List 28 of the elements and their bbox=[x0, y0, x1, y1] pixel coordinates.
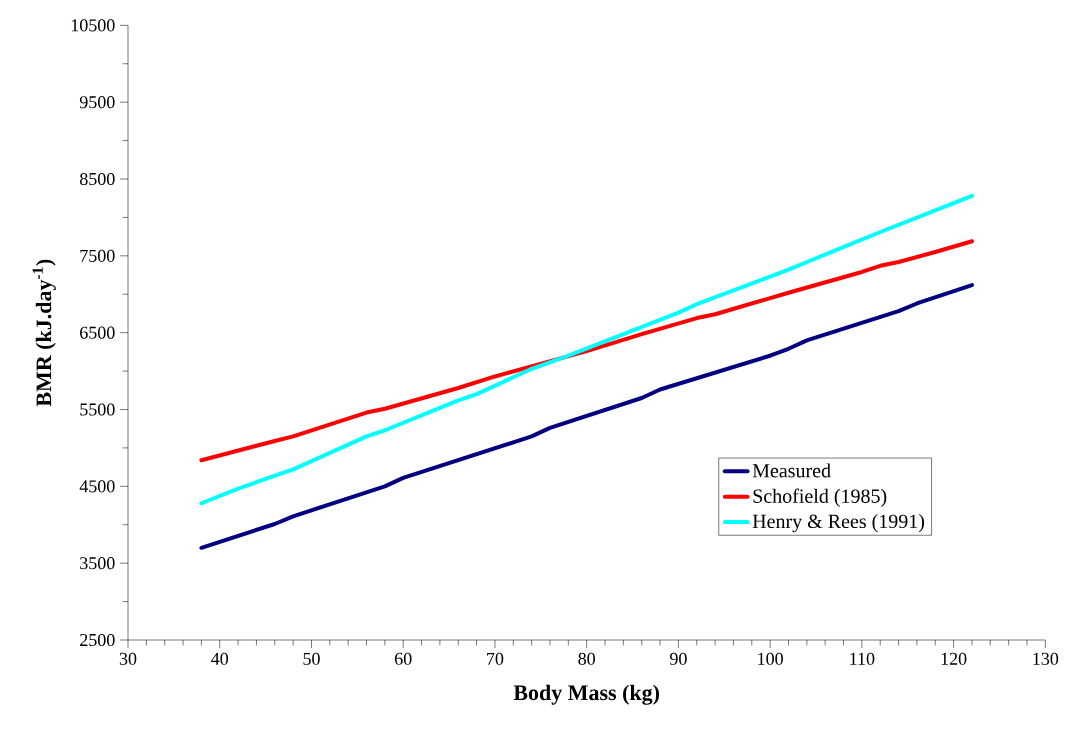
y-tick-label: 5500 bbox=[80, 403, 115, 416]
x-tick-label: 110 bbox=[850, 652, 875, 665]
line-series bbox=[199, 283, 974, 550]
line-series bbox=[199, 193, 974, 506]
x-axis-title: Body Mass (kg) bbox=[513, 684, 660, 705]
y-tick-label: 2500 bbox=[80, 633, 115, 647]
x-tick-label: 70 bbox=[487, 652, 504, 665]
y-tick-label: 4500 bbox=[79, 480, 115, 493]
y-tick-label: 8500 bbox=[79, 172, 115, 186]
legend-label: Measured bbox=[752, 463, 831, 478]
y-tick-label: 7500 bbox=[80, 249, 115, 262]
y-axis-title: BMR (kJ.day$^{-1}$) bbox=[32, 259, 56, 407]
x-tick-label: 100 bbox=[758, 652, 783, 665]
legend-label: Henry & Rees (1991) bbox=[752, 514, 925, 533]
x-tick-label: 50 bbox=[303, 652, 320, 665]
x-tick-label: 30 bbox=[119, 652, 137, 665]
y-tick-label: 3500 bbox=[80, 557, 115, 570]
y-tick-label: 6500 bbox=[80, 326, 115, 339]
legend-label: Schofield (1985) bbox=[753, 488, 887, 507]
x-tick-label: 40 bbox=[211, 652, 229, 665]
x-tick-label: 80 bbox=[578, 652, 595, 665]
x-tick-label: 130 bbox=[1033, 652, 1059, 665]
x-tick-label: 60 bbox=[394, 652, 412, 665]
x-tick-label: 120 bbox=[941, 652, 967, 665]
y-tick-label: 9500 bbox=[79, 96, 115, 109]
x-tick-label: 90 bbox=[669, 652, 687, 665]
line-series bbox=[199, 239, 974, 463]
y-tick-label: 10500 bbox=[71, 19, 115, 32]
